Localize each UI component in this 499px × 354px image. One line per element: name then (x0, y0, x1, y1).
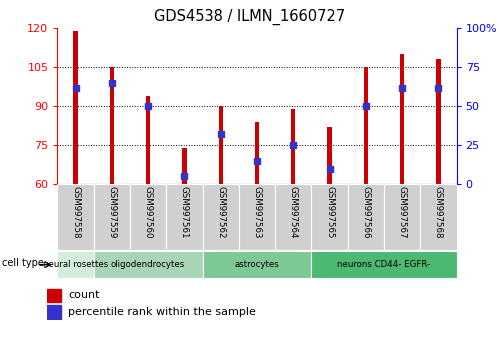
Text: GSM997566: GSM997566 (361, 186, 370, 239)
Text: GSM997567: GSM997567 (398, 186, 407, 239)
Text: GSM997559: GSM997559 (107, 186, 116, 239)
Bar (255, 122, 259, 184)
Bar (130, 184, 166, 250)
Bar (94, 251, 203, 278)
Text: astrocytes: astrocytes (235, 259, 279, 269)
Text: GSM997564: GSM997564 (289, 186, 298, 239)
Text: GSM997565: GSM997565 (325, 186, 334, 239)
Bar (239, 184, 275, 250)
Bar (166, 184, 203, 250)
Bar (47, 305, 61, 319)
Bar (47, 289, 61, 302)
Bar (57, 184, 94, 250)
Text: GSM997560: GSM997560 (144, 186, 153, 239)
Bar (400, 54, 404, 184)
Text: percentile rank within the sample: percentile rank within the sample (68, 307, 256, 317)
Bar (275, 184, 311, 250)
Bar (311, 184, 348, 250)
Bar (203, 184, 239, 250)
Bar (384, 184, 420, 250)
Bar (73, 31, 78, 184)
Bar (364, 67, 368, 184)
Text: count: count (68, 290, 100, 300)
Text: cell type: cell type (2, 258, 44, 268)
Text: GDS4538 / ILMN_1660727: GDS4538 / ILMN_1660727 (154, 9, 345, 25)
Bar (57, 251, 94, 278)
Bar (219, 106, 223, 184)
Bar (420, 184, 457, 250)
Bar (110, 67, 114, 184)
Text: neural rosettes: neural rosettes (43, 259, 108, 269)
Bar (182, 148, 187, 184)
Bar (203, 251, 311, 278)
Text: GSM997561: GSM997561 (180, 186, 189, 239)
Text: GSM997568: GSM997568 (434, 186, 443, 239)
Bar (311, 251, 457, 278)
Text: GSM997558: GSM997558 (71, 186, 80, 239)
Bar (94, 184, 130, 250)
Text: GSM997562: GSM997562 (216, 186, 225, 239)
Bar (146, 96, 150, 184)
Bar (348, 184, 384, 250)
Bar (327, 127, 332, 184)
Bar (436, 59, 441, 184)
Text: oligodendrocytes: oligodendrocytes (111, 259, 185, 269)
Text: GSM997563: GSM997563 (252, 186, 261, 239)
Text: neurons CD44- EGFR-: neurons CD44- EGFR- (337, 259, 431, 269)
Bar (291, 109, 295, 184)
